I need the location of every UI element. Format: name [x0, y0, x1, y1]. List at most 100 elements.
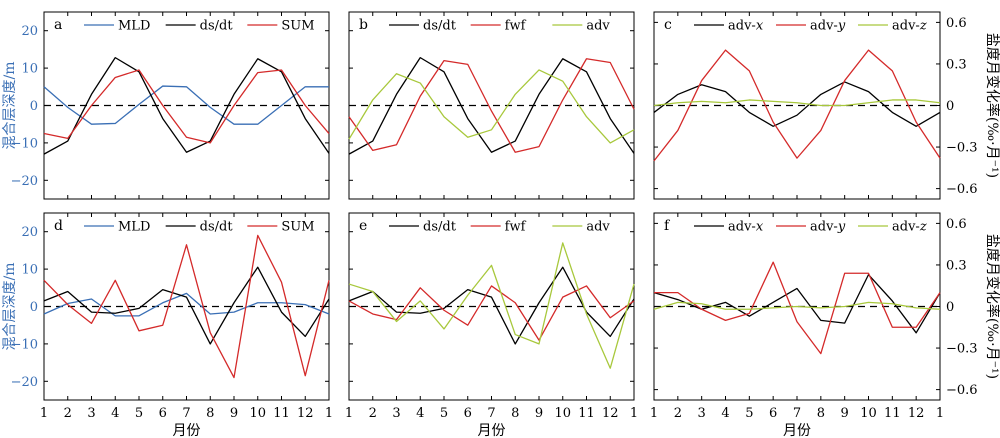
x-tick-label: 6: [464, 406, 472, 421]
y-tick-label: 0: [30, 99, 38, 114]
x-tick-label: 7: [182, 406, 190, 421]
series-line-adv: [348, 242, 635, 369]
x-axis-label: 月份: [173, 423, 201, 438]
legend-label: fwf: [505, 220, 527, 235]
panel-a: −20 −10 0 10 20 a MLD ds/dt SUM: [11, 11, 330, 200]
x-tick-label: 11: [884, 406, 901, 421]
x-axis-label: 月份: [478, 423, 506, 438]
x-tick-label: 7: [793, 406, 801, 421]
panel-b: b ds/dt fwf adv: [348, 11, 635, 200]
legend-label: adv-y: [810, 19, 846, 34]
series-line-dsdt: [43, 266, 330, 345]
series-line-advy: [653, 49, 941, 162]
legend-label: adv: [586, 220, 610, 235]
y-tick-label: 20: [21, 225, 38, 240]
x-tick-label: 1: [650, 406, 658, 421]
series-line-fwf: [348, 58, 635, 153]
x-tick-label: 1: [936, 406, 944, 421]
x-tick-label: 5: [745, 406, 753, 421]
x-tick-label: 2: [369, 406, 377, 421]
x-tick-label: 6: [769, 406, 777, 421]
x-tick-label: 9: [230, 406, 238, 421]
x-tick-label: 5: [440, 406, 448, 421]
series-line-advx: [653, 81, 941, 127]
legend-label: SUM: [281, 220, 314, 235]
y-axis-label-left: 混合层深度/m: [2, 62, 18, 150]
legend-label: adv-x: [728, 19, 764, 34]
panel-letter: e: [359, 218, 367, 234]
series-line-advz: [653, 301, 941, 310]
x-tick-label: 3: [698, 406, 706, 421]
legend-label: MLD: [118, 19, 150, 34]
legend-label: fwf: [505, 19, 527, 34]
x-tick-label: 8: [511, 406, 519, 421]
y-tick-label: 20: [21, 24, 38, 39]
series-line-sum: [43, 234, 330, 379]
legend-label: ds/dt: [423, 220, 457, 235]
y-tick-label: 10: [21, 62, 38, 77]
y-tick-label: −0.3: [946, 141, 978, 156]
y-tick-label: −10: [11, 337, 38, 352]
series-line-fwf: [348, 285, 635, 341]
x-axis-label: 月份: [783, 423, 811, 438]
x-tick-label: 3: [87, 406, 95, 421]
legend-label: MLD: [118, 220, 150, 235]
legend-label: adv: [586, 19, 610, 34]
legend-label: SUM: [281, 19, 314, 34]
y-axis-label-left: 混合层深度/m: [2, 263, 18, 351]
legend-label: adv-y: [810, 220, 846, 235]
legend-label: adv-z: [892, 19, 927, 34]
panel-c: −0.6 −0.3 0 0.3 0.6 c adv-x adv-y adv-z: [653, 11, 978, 200]
x-tick-label: 3: [392, 406, 400, 421]
y-tick-label: −20: [11, 174, 38, 189]
x-tick-label: 11: [578, 406, 595, 421]
legend-label: ds/dt: [200, 220, 234, 235]
x-tick-label: 12: [297, 406, 314, 421]
series-line-sum: [43, 69, 330, 144]
x-tick-label: 11: [273, 406, 290, 421]
series-line-dsdt: [348, 266, 635, 345]
panel-letter: c: [664, 17, 672, 33]
panel-letter: a: [54, 17, 62, 33]
x-tick-label: 8: [206, 406, 214, 421]
y-tick-label: 0.3: [946, 258, 967, 273]
legend-label: adv-z: [892, 220, 927, 235]
x-tick-label: 4: [721, 406, 729, 421]
y-axis-label-right: 盐度月变化率(‰·月⁻¹): [984, 234, 1000, 379]
y-tick-label: 10: [21, 263, 38, 278]
series-line-dsdt: [43, 56, 330, 155]
x-tick-label: 10: [554, 406, 571, 421]
y-tick-label: 0.3: [946, 57, 967, 72]
x-tick-label: 12: [908, 406, 925, 421]
y-tick-label: 0: [946, 99, 954, 114]
series-line-advy: [654, 261, 941, 355]
y-tick-label: −20: [11, 375, 38, 390]
legend-label: ds/dt: [200, 19, 234, 34]
y-tick-label: 0.6: [946, 16, 967, 31]
y-tick-label: −0.3: [946, 342, 978, 357]
x-tick-label: 10: [860, 406, 877, 421]
series-line-dsdt: [348, 56, 635, 155]
x-tick-label: 4: [416, 406, 424, 421]
y-tick-label: 0: [946, 300, 954, 315]
x-tick-label: 8: [817, 406, 825, 421]
series-line-mld: [43, 292, 330, 317]
y-tick-label: 0.6: [946, 217, 967, 232]
panel-letter: f: [664, 218, 671, 234]
panel-letter: b: [359, 17, 368, 33]
x-tick-label: 2: [674, 406, 682, 421]
x-tick-label: 10: [249, 406, 266, 421]
series-line-mld: [43, 85, 329, 125]
x-tick-label: 4: [111, 406, 119, 421]
panel-letter: d: [54, 218, 63, 234]
series-line-adv: [348, 69, 635, 144]
x-tick-label: 9: [841, 406, 849, 421]
x-tick-label: 1: [325, 406, 333, 421]
x-tick-label: 7: [487, 406, 495, 421]
x-tick-label: 1: [345, 406, 353, 421]
y-tick-label: −0.6: [946, 182, 978, 197]
